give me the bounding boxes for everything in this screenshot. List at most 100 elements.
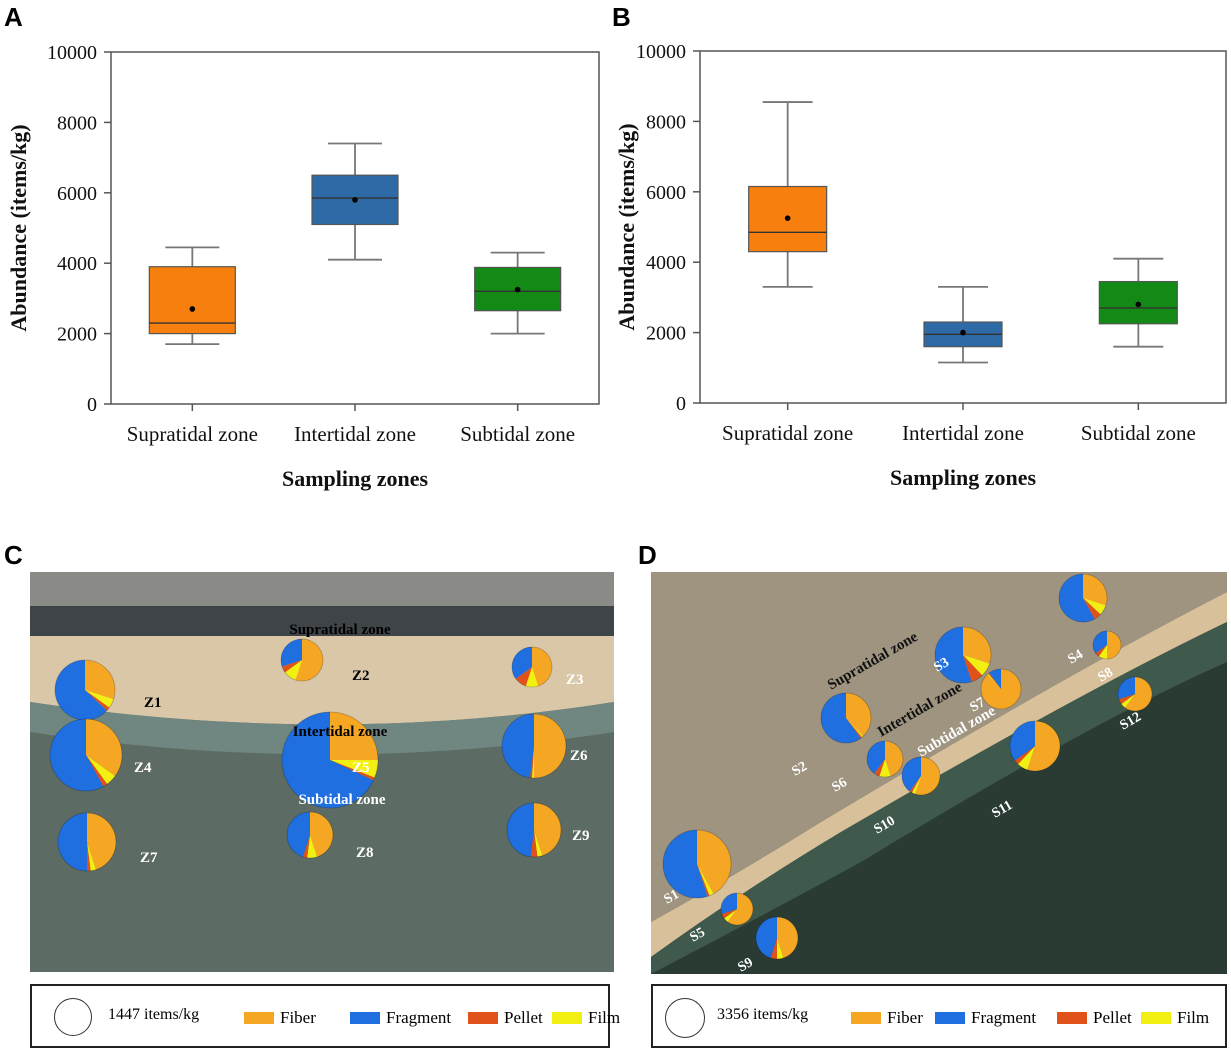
pie-slice-fragment (989, 669, 1001, 689)
pie-slice-pellet (1095, 645, 1107, 657)
map-c: Z1 Z2 Z3 Z4 Z5 Z6 Z7 Z8 Z9 Supratidal zone Interti… (30, 572, 614, 972)
pie-slice-pellet (530, 830, 538, 857)
y-tick-label: 4000 (57, 253, 97, 275)
y-tick-label: 6000 (646, 182, 686, 204)
pie-slice-film (86, 755, 116, 785)
pie-slice-film (330, 760, 378, 778)
site-label: Z6 (570, 748, 588, 764)
pie-outline (934, 626, 992, 684)
pie-slice-film (1098, 645, 1107, 659)
film-swatch (552, 1012, 582, 1024)
pie-outline (57, 812, 117, 872)
pie-slice-fiber (1125, 677, 1152, 711)
pie-slice-fiber (915, 757, 940, 795)
y-tick-label: 0 (676, 393, 686, 415)
site-label: Z4 (134, 760, 152, 776)
site-label: Z1 (144, 695, 162, 711)
legend-fragment: Fragment (935, 1008, 1036, 1028)
site-label: S6 (830, 775, 850, 795)
pie-outline (662, 829, 732, 899)
city-strip (30, 572, 614, 606)
pie-slice-film (963, 655, 990, 676)
y-tick-label: 10000 (636, 41, 686, 63)
pie-slice-fragment (821, 693, 861, 743)
mean-marker (960, 329, 966, 336)
pie-outline (820, 692, 872, 744)
pie-slice-fiber (963, 627, 991, 664)
site-label: S1 (662, 887, 682, 907)
pellet-swatch (1057, 1012, 1087, 1024)
legend-fiber: Fiber (851, 1008, 923, 1028)
x-tick-label: Supratidal zone (127, 422, 258, 446)
pie-slice-pellet (302, 835, 310, 858)
pie-outline (506, 802, 562, 858)
pie-slice-fragment (935, 627, 972, 683)
panel-label-a: A (4, 2, 23, 32)
site-label: Z2 (352, 668, 370, 684)
pie-outline (49, 718, 123, 792)
legend-fragment: Fragment (350, 1008, 451, 1028)
legend-film: Film (552, 1008, 620, 1028)
pie-slice-pellet (87, 842, 91, 871)
zone-label: Intertidal zone (293, 724, 388, 740)
pie-slice-fragment (1010, 721, 1035, 761)
pie-slice-pellet (85, 690, 110, 711)
pie-slice-fiber (534, 714, 566, 778)
x-tick-label: Supratidal zone (722, 421, 853, 445)
pie-slice-pellet (282, 660, 302, 673)
y-axis-label: Abundance (items/kg) (614, 123, 639, 330)
zone-label: Supratidal zone (289, 622, 391, 638)
pie-slice-fiber (1027, 721, 1060, 771)
pie-slice-film (879, 759, 891, 777)
urban-area (651, 572, 1227, 922)
boxplot-a: 0 2000 4000 6000 8000 10000 Supratidal zone Int… (6, 42, 600, 491)
pie-slice-fragment (1059, 574, 1095, 622)
fiber-swatch (244, 1012, 274, 1024)
pie-outline (281, 711, 379, 809)
y-axis-label: Abundance (items/kg) (6, 124, 31, 331)
beach-sand (30, 636, 614, 725)
pie-slice-film (531, 746, 534, 778)
pie-slice-film (85, 690, 114, 708)
pie-outline (1092, 630, 1122, 660)
mean-marker (189, 306, 196, 312)
pie-slice-fragment (506, 803, 534, 857)
mean-marker (1135, 301, 1142, 308)
legend-pellet: Pellet (468, 1008, 543, 1028)
legend-pellet: Pellet (1057, 1008, 1132, 1028)
pie-slice-fragment (511, 647, 532, 679)
site-label: Z5 (352, 760, 370, 776)
site-label: S8 (1096, 665, 1116, 685)
pie-slice-pellet (874, 759, 885, 777)
x-tick-label: Subtidal zone (1081, 421, 1196, 445)
pie-slice-fragment (721, 893, 737, 914)
coastal-road (30, 606, 614, 636)
mean-marker (514, 286, 521, 293)
pie-slice-fragment (1093, 631, 1107, 654)
pie-outline (980, 668, 1022, 710)
legend-scale-label: 3356 items/kg (717, 1006, 809, 1023)
film-swatch (1141, 1012, 1171, 1024)
site-label: S3 (932, 655, 952, 675)
y-tick-label: 8000 (57, 112, 97, 134)
pellet-swatch (468, 1012, 498, 1024)
pie-slice-film (911, 776, 921, 795)
pie-slice-fiber (532, 647, 552, 687)
pie-outline (511, 646, 553, 688)
pie-slice-pellet (909, 776, 921, 793)
pie-slice-film (1121, 694, 1135, 708)
pie-slice-film (987, 673, 1001, 689)
pie-slice-fiber (85, 660, 115, 700)
x-axis-label: Sampling zones (282, 466, 429, 491)
pie-slice-fiber (777, 917, 799, 958)
panel-label-b: B (612, 2, 631, 32)
pie-slice-fiber (846, 693, 871, 737)
pie-outline (280, 638, 324, 682)
pie-slice-fiber (87, 813, 116, 870)
y-tick-label: 10000 (47, 42, 97, 64)
pie-outline (866, 740, 904, 778)
pie-slice-fragment (282, 712, 374, 808)
x-tick-label: Subtidal zone (460, 422, 575, 446)
pie-slice-fiber (885, 741, 903, 777)
y-tick-label: 4000 (646, 252, 686, 274)
